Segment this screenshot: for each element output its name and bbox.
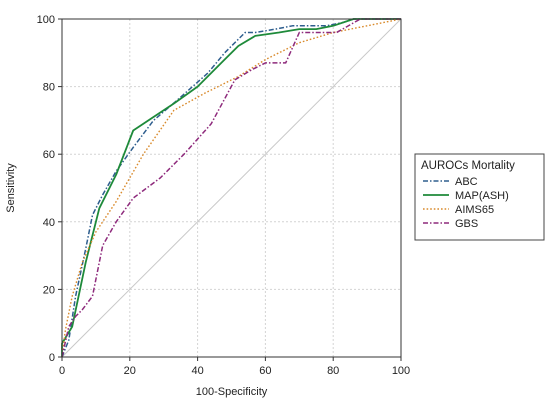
y-tick-label: 20 [43,284,55,296]
y-tick-label: 80 [43,82,55,94]
series-lines [61,18,402,358]
y-axis-label: Sensitivity [5,163,17,213]
legend-label-gbs: GBS [455,218,478,230]
legend-items: ABC MAP(ASH) AIMS65 GBS [423,176,509,230]
y-tick-label: 0 [49,352,55,364]
legend-label-abc: ABC [455,176,478,188]
legend-label-map-ash: MAP(ASH) [455,190,509,202]
plot-frame [61,18,402,358]
legend-label-aims65: AIMS65 [455,204,494,216]
x-tick-label: 20 [124,365,136,377]
y-tick-label: 100 [37,14,55,26]
series-line-map-ash [61,18,401,357]
x-tick-label: 80 [327,365,339,377]
legend-title: AUROCs Mortality [421,160,515,172]
legend-box [414,153,545,241]
series-line-abc [61,18,401,358]
x-tick-label: 100 [392,365,410,377]
x-axis-label: 100-Specificity [196,386,268,398]
tick-labels: 0 20 40 60 80 100 0 20 40 60 80 100 [37,14,411,377]
x-tick-label: 0 [59,365,65,377]
x-tick-label: 40 [191,365,203,377]
reference-diagonal [61,18,402,358]
series-line-aims65 [61,18,402,358]
y-tick-label: 40 [43,217,55,229]
series-line-gbs [61,18,401,358]
y-tick-label: 60 [43,149,55,161]
legend: AUROCs Mortality ABC MAP(ASH) AIMS65 GBS [414,153,545,241]
x-tick-label: 60 [259,365,271,377]
